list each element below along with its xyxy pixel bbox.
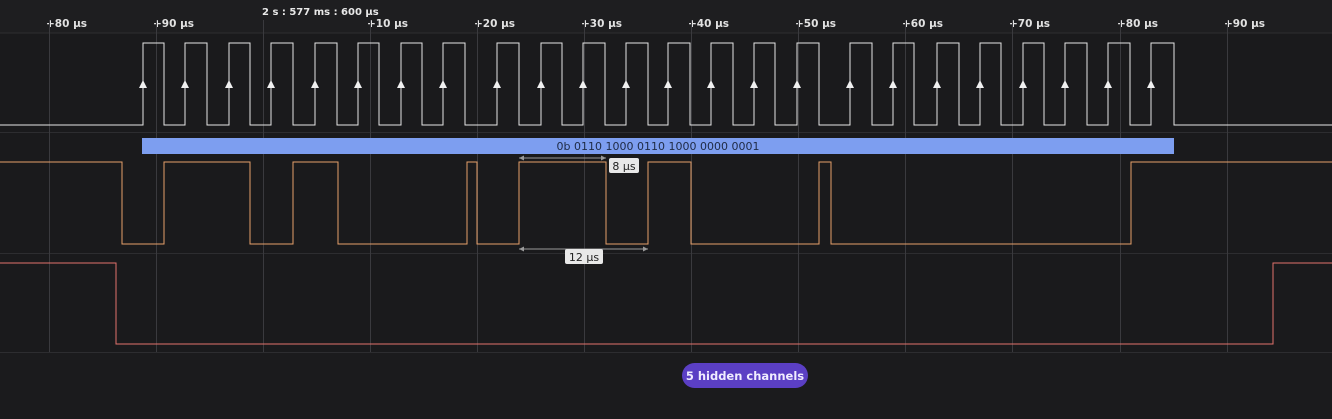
rising-edge-marker [311,80,319,88]
rising-edge-marker [225,80,233,88]
rising-edge-marker [139,80,147,88]
ruler-tick-label: +90 μs [153,18,194,30]
ruler-tick-label: +10 μs [367,18,408,30]
hidden-channels-button[interactable]: 5 hidden channels [682,363,808,388]
channel-1-waveform [0,161,1332,245]
rising-edge-marker [889,80,897,88]
ruler-tick-label: +80 μs [1117,18,1158,30]
ruler-tick-label: +70 μs [1009,18,1050,30]
decoder-value: 0b 0110 1000 0110 1000 0000 0001 [557,140,760,153]
channel-2-waveform [0,262,1332,345]
rising-edge-marker [846,80,854,88]
ruler-tick-label: +60 μs [902,18,943,30]
channel-2-row[interactable] [0,254,1332,352]
rising-edge-marker [1019,80,1027,88]
rising-edge-marker [397,80,405,88]
channel-0-waveform [0,42,1332,126]
rising-edge-marker [267,80,275,88]
clock-edge-markers [139,80,1155,88]
ruler-tick-label: +20 μs [474,18,515,30]
width-measurement-upper[interactable]: 8 μs [519,155,639,174]
rising-edge-marker [1061,80,1069,88]
width-measurement-lower[interactable]: 12 μs [519,246,648,265]
time-ruler[interactable] [0,0,1332,33]
rising-edge-marker [439,80,447,88]
rising-edge-marker [493,80,501,88]
rising-edge-marker [750,80,758,88]
rising-edge-marker [1104,80,1112,88]
rising-edge-marker [579,80,587,88]
channel-0-row[interactable] [0,34,1332,132]
ruler-tick-label: +90 μs [1224,18,1265,30]
hidden-channels-label: 5 hidden channels [685,368,805,383]
rising-edge-marker [793,80,801,88]
rising-edge-marker [1147,80,1155,88]
waveform-canvas[interactable]: +80 μs +90 μs +10 μs +20 μs +30 μs +40 μs +50 … [0,0,1332,360]
ruler-tick-label: +40 μs [688,18,729,30]
cursor-time-label: 2 s : 577 ms : 600 μs [262,7,379,18]
ruler-tick-label: +50 μs [795,18,836,30]
ruler-tick-label: +30 μs [581,18,622,30]
rising-edge-marker [664,80,672,88]
rising-edge-marker [354,80,362,88]
ruler-tick-label: +80 μs [46,18,87,30]
rising-edge-marker [933,80,941,88]
rising-edge-marker [622,80,630,88]
measurement-upper-label: 8 μs [612,160,635,173]
rising-edge-marker [537,80,545,88]
rising-edge-marker [976,80,984,88]
spi-decoder-bar[interactable] [142,138,1174,154]
rising-edge-marker [707,80,715,88]
measurement-lower-label: 12 μs [569,251,599,264]
rising-edge-marker [181,80,189,88]
